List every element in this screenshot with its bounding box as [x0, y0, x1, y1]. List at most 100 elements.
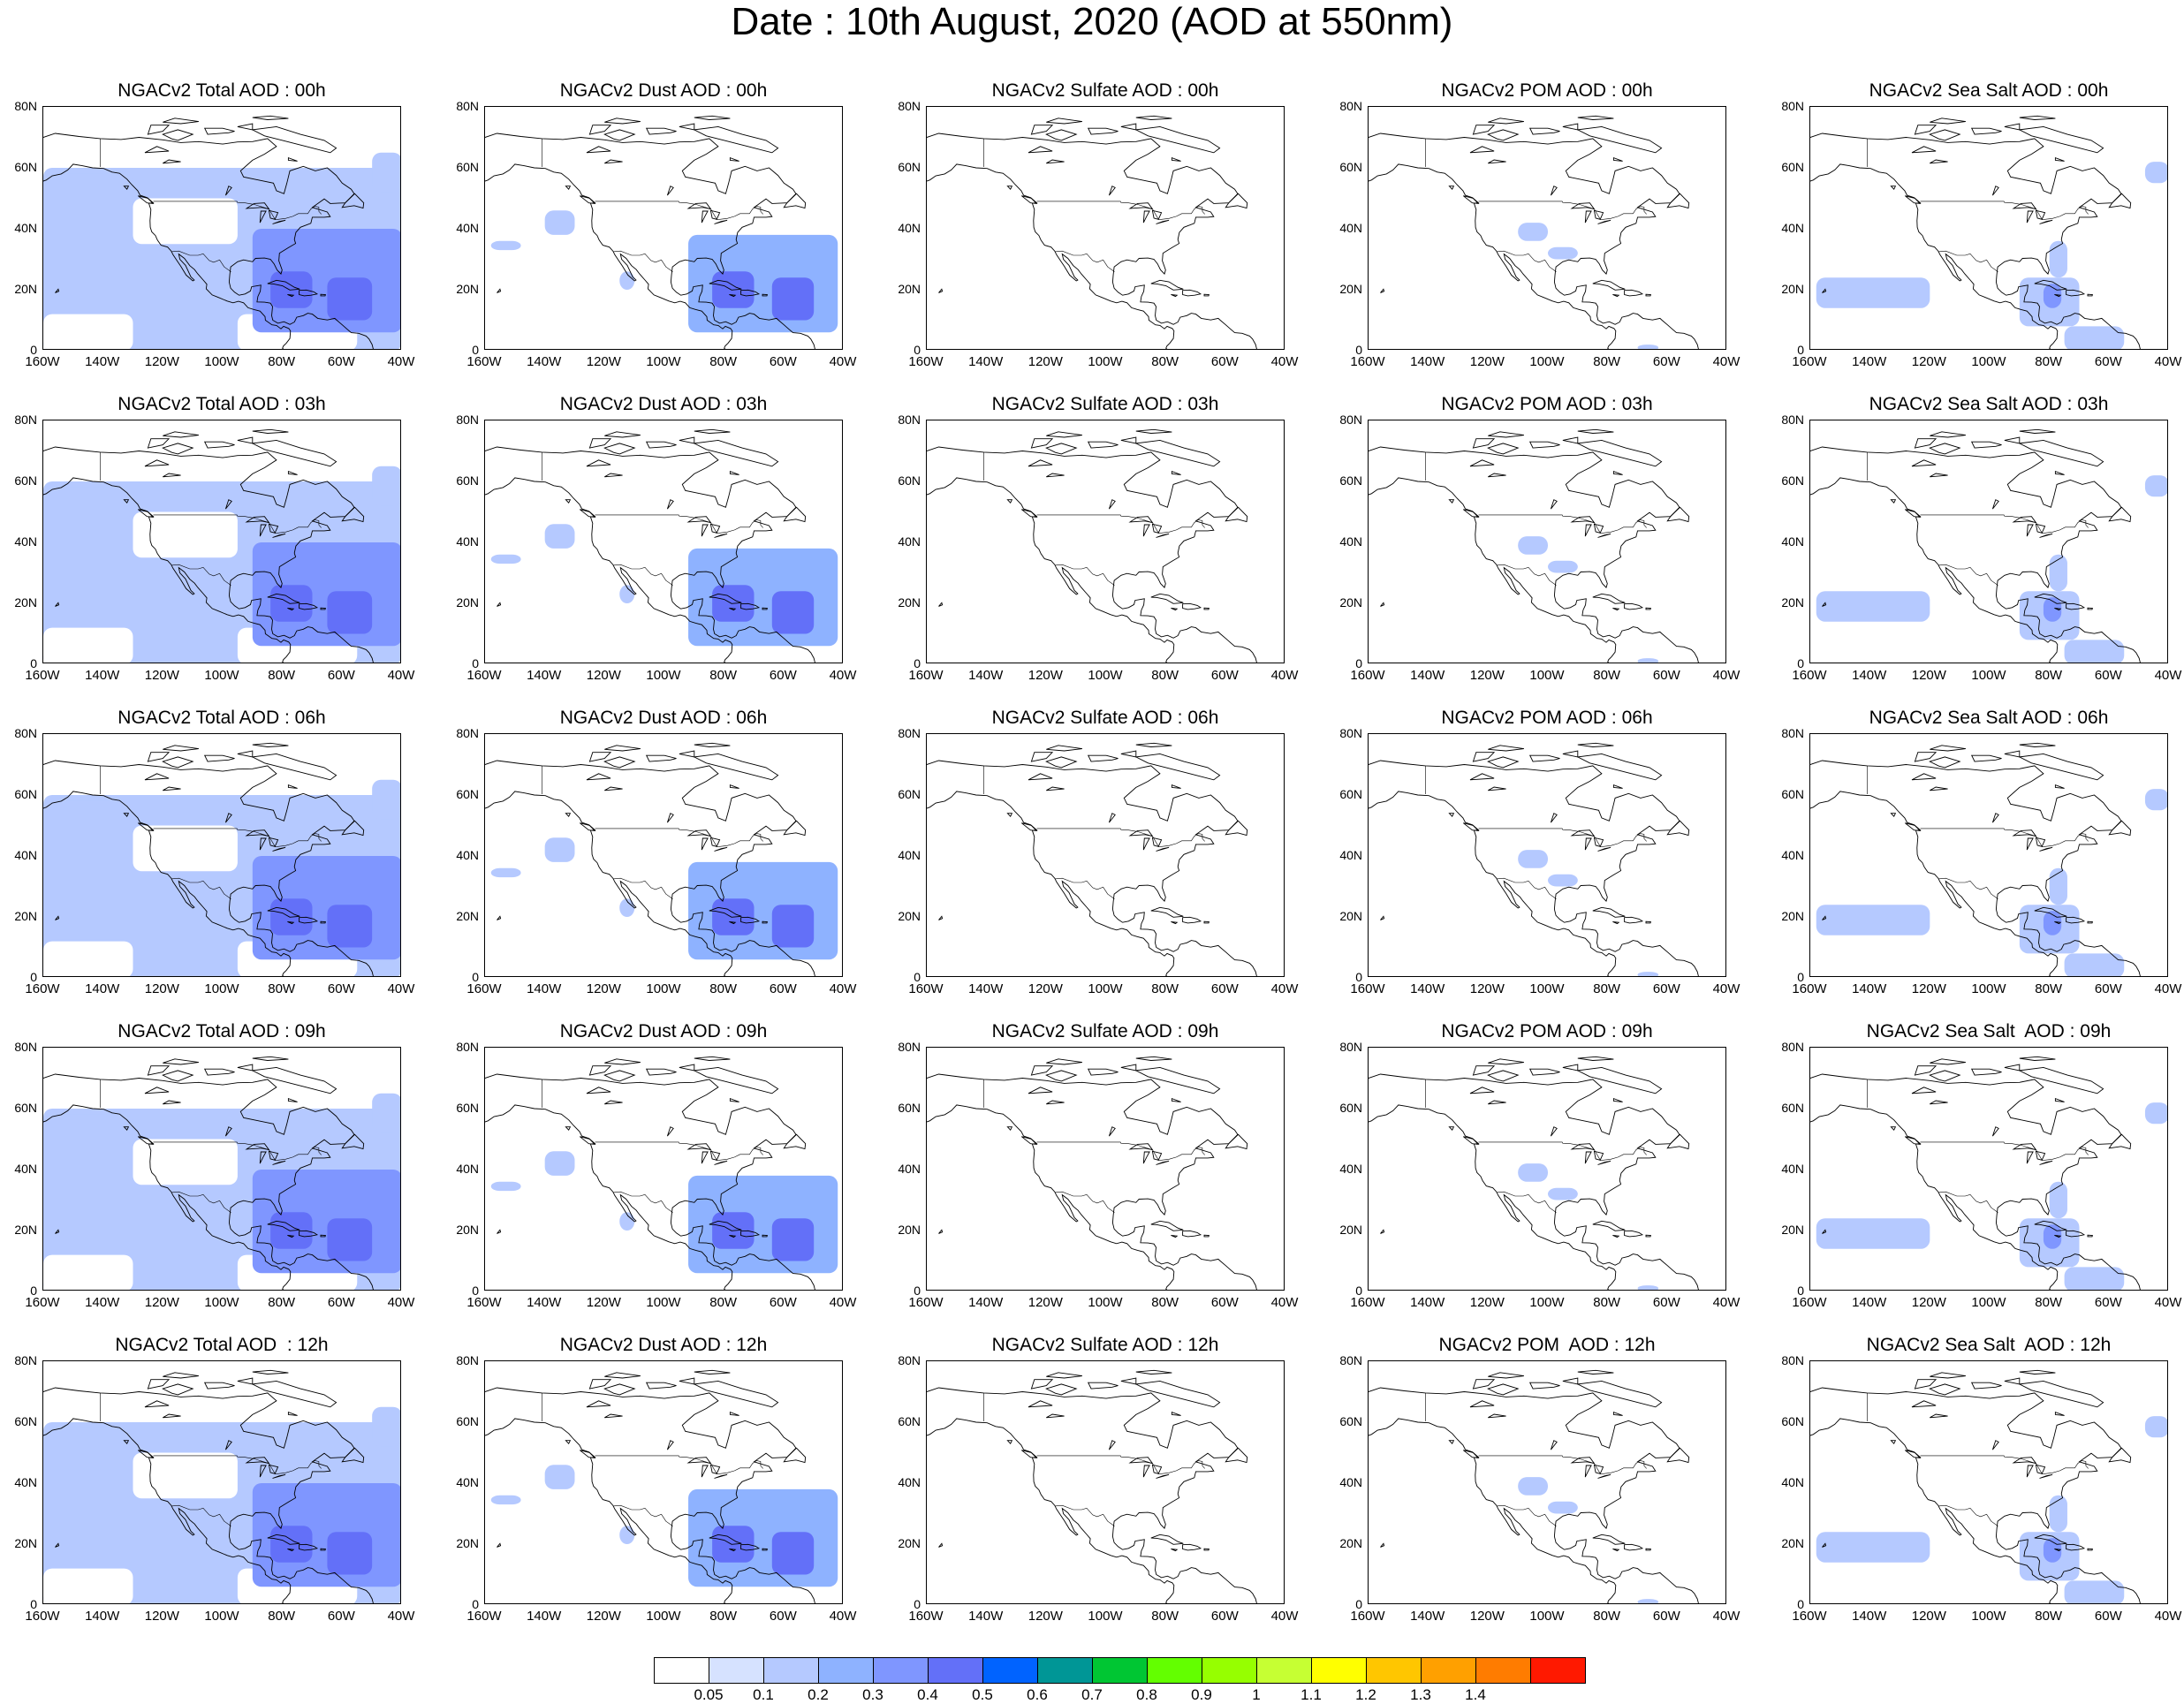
island-outline — [2087, 607, 2093, 610]
aod-patch — [43, 627, 133, 663]
political-border — [153, 201, 322, 221]
lon-tick-label: 80W — [1151, 354, 1179, 369]
island-outline — [580, 822, 596, 831]
lat-tick-label: 40N — [1339, 1475, 1362, 1489]
lake-outline — [1151, 1150, 1163, 1161]
aod-patch — [1816, 905, 1930, 935]
lake-outline — [604, 1100, 623, 1105]
island-outline — [2018, 1380, 2104, 1408]
lake-outline — [1488, 1413, 1506, 1419]
lake-outline — [1142, 524, 1150, 537]
aod-patch — [1548, 1501, 1578, 1514]
island-outline — [1182, 602, 1202, 610]
island-outline — [55, 288, 60, 293]
island-outline — [1612, 784, 1623, 789]
island-outline — [1822, 1229, 1827, 1234]
lake-outline — [1550, 499, 1558, 510]
lat-tick-label: 60N — [14, 787, 37, 801]
lake-outline — [144, 146, 170, 154]
colorbar-label: 0.7 — [1081, 1686, 1103, 1703]
lake-outline — [1584, 1151, 1592, 1164]
coastline — [1810, 1387, 2141, 1603]
political-border — [595, 201, 763, 221]
island-outline — [604, 1058, 641, 1065]
lon-tick-label: 160W — [25, 981, 60, 996]
political-border — [1938, 1191, 1998, 1213]
island-outline — [1120, 750, 1137, 758]
lat-tick-label: 40N — [1339, 848, 1362, 862]
lon-tick-label: 60W — [1210, 1295, 1239, 1310]
lat-tick-label: 40N — [1339, 1162, 1362, 1176]
lat-tick-label: 40N — [898, 1475, 921, 1489]
lat-tick-label: 60N — [14, 160, 37, 174]
lon-tick-label: 120W — [1911, 981, 1946, 996]
lake-outline — [701, 524, 709, 537]
island-outline — [1822, 288, 1827, 293]
lon-tick-label: 100W — [646, 668, 681, 683]
coastline — [1369, 133, 1699, 349]
island-outline — [1914, 1379, 1938, 1390]
lake-outline — [1108, 1440, 1116, 1450]
lake-outline — [1156, 846, 1170, 852]
island-outline — [267, 1534, 300, 1545]
lake-outline — [1911, 1400, 1937, 1408]
lat-tick-label: 0 — [30, 970, 37, 984]
island-outline — [565, 1440, 572, 1444]
lat-tick-label: 0 — [914, 656, 921, 670]
island-outline — [251, 1380, 337, 1408]
political-border — [1938, 564, 1998, 586]
map-canvas — [43, 1369, 400, 1603]
lon-tick-label: 140W — [85, 1295, 120, 1310]
lat-tick-label: 60N — [898, 1414, 921, 1428]
aod-patch — [372, 779, 400, 820]
lat-tick-label: 20N — [456, 1223, 479, 1237]
map-panel-dust-06h — [484, 733, 843, 977]
island-outline — [709, 1220, 742, 1231]
aod-patch — [1518, 1163, 1548, 1182]
lon-tick-label: 160W — [908, 1609, 944, 1624]
lake-outline — [224, 1440, 232, 1450]
lat-tick-label: 20N — [456, 282, 479, 296]
lat-tick-label: 60N — [1339, 1414, 1362, 1428]
island-outline — [1046, 431, 1082, 438]
panel-title: NGACv2 Total AOD : 06h — [118, 708, 326, 728]
island-outline — [162, 756, 194, 769]
island-outline — [2054, 156, 2065, 162]
political-border — [1938, 250, 1998, 272]
lake-outline — [1550, 186, 1558, 196]
political-border — [1938, 877, 1998, 899]
aod-patch — [327, 1532, 373, 1575]
island-outline — [55, 1542, 60, 1548]
island-outline — [1046, 1058, 1082, 1065]
island-outline — [203, 1382, 235, 1390]
lon-tick-label: 140W — [85, 1609, 120, 1624]
lat-tick-label: 40N — [898, 1162, 921, 1176]
political-border — [153, 1455, 322, 1475]
island-outline — [783, 193, 807, 209]
coastline — [1810, 446, 2141, 663]
colorbar-label: 1.4 — [1465, 1686, 1486, 1703]
political-border — [1478, 828, 1647, 848]
aod-patch — [1637, 972, 1659, 976]
lat-tick-label: 80N — [1339, 99, 1362, 113]
lake-outline — [272, 1473, 286, 1479]
island-outline — [1134, 1066, 1221, 1094]
lake-outline — [1028, 146, 1053, 154]
island-outline — [2054, 1411, 2065, 1416]
lake-outline — [224, 813, 232, 823]
lake-outline — [2035, 1150, 2046, 1161]
lon-tick-label: 80W — [268, 981, 296, 996]
lat-tick-label: 0 — [1355, 656, 1362, 670]
lon-tick-label: 160W — [466, 1295, 502, 1310]
island-outline — [1562, 123, 1579, 131]
aod-patch — [372, 152, 400, 193]
lat-tick-label: 80N — [1781, 413, 1804, 427]
aod-patch — [490, 240, 521, 251]
aod-patch — [544, 1151, 575, 1176]
map-panel-sea-salt-03h — [1809, 420, 2168, 663]
lake-outline — [1108, 186, 1116, 196]
island-outline — [267, 906, 300, 918]
lake-outline — [604, 786, 623, 791]
lon-tick-label: 100W — [646, 981, 681, 996]
lon-tick-label: 40W — [1270, 354, 1299, 369]
